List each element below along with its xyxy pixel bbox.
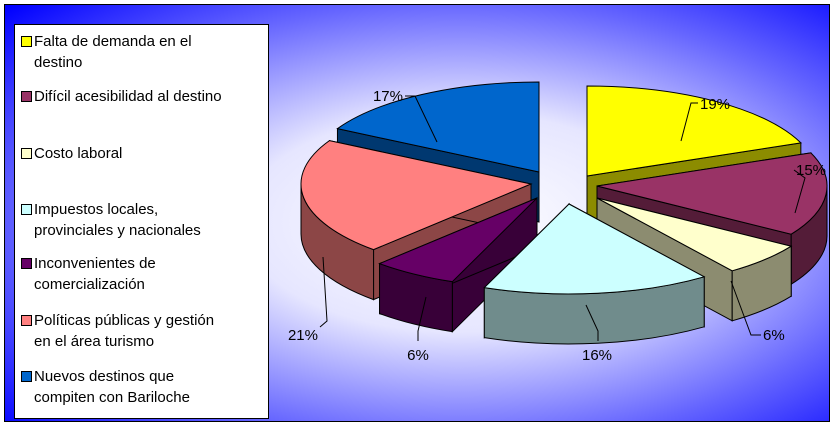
legend-label: Inconvenientes de <box>34 255 156 272</box>
pie-slice <box>483 202 706 345</box>
leader-line <box>585 304 599 341</box>
leader-line <box>793 169 806 214</box>
data-label: 19% <box>700 96 730 113</box>
chart-frame: 19% 15% 6% 16% 6% 21% 17% Falta de deman… <box>4 4 830 422</box>
slice-top-face <box>586 85 802 177</box>
legend-label: Falta de demanda en el <box>34 33 192 50</box>
legend-label: Políticas públicas y gestión <box>34 312 215 329</box>
legend-label: en el área turismo <box>34 333 155 350</box>
leader-line <box>680 102 698 142</box>
legend-item: Inconvenientes de comercialización <box>21 253 266 295</box>
legend-item: Nuevos destinos que compiten con Bariloc… <box>21 366 266 408</box>
legend-label: Nuevos destinos que <box>34 368 175 385</box>
data-label: 17% <box>373 88 403 105</box>
data-label: 16% <box>582 347 612 364</box>
legend-item: Difícil acesibilidad al destino <box>21 86 266 107</box>
data-labels: 19% 15% 6% 16% 6% 21% 17% <box>288 88 826 364</box>
leader-line <box>730 280 761 336</box>
legend-label: provinciales y nacionales <box>34 222 201 239</box>
legend-label: comercialización <box>34 276 145 293</box>
legend-swatch <box>21 315 32 326</box>
slice-top-face <box>483 203 706 295</box>
data-label: 15% <box>796 162 826 179</box>
legend-swatch <box>21 258 32 269</box>
legend-label: compiten con Bariloche <box>34 389 190 406</box>
legend-label: Difícil acesibilidad al destino <box>34 88 222 105</box>
slice-top-face <box>596 152 828 235</box>
legend-label: Impuestos locales, <box>34 201 159 218</box>
pie-slice <box>378 196 538 333</box>
leader-line <box>319 256 328 328</box>
legend: Falta de demanda en el destino Difícil a… <box>14 24 269 419</box>
legend-swatch <box>21 204 32 215</box>
legend-label: Costo laboral <box>34 145 123 162</box>
data-label: 21% <box>288 327 318 344</box>
legend-item: Falta de demanda en el destino <box>21 31 266 73</box>
legend-label: destino <box>34 54 83 71</box>
legend-swatch <box>21 36 32 47</box>
leader-line <box>417 296 427 341</box>
slice-top-face <box>300 140 533 251</box>
data-label: 6% <box>407 347 429 364</box>
legend-swatch <box>21 148 32 159</box>
legend-swatch <box>21 371 32 382</box>
legend-item: Políticas públicas y gestión en el área … <box>21 310 266 352</box>
legend-item: Impuestos locales, provinciales y nacion… <box>21 199 266 241</box>
legend-item: Costo laboral <box>21 143 266 164</box>
slice-top-face <box>378 197 538 283</box>
pie-slices <box>300 81 828 345</box>
slice-top-face <box>596 197 793 272</box>
data-label: 6% <box>763 327 785 344</box>
leader-line <box>405 95 438 143</box>
leader-lines <box>319 95 806 341</box>
slice-top-face <box>336 81 540 173</box>
legend-swatch <box>21 91 32 102</box>
